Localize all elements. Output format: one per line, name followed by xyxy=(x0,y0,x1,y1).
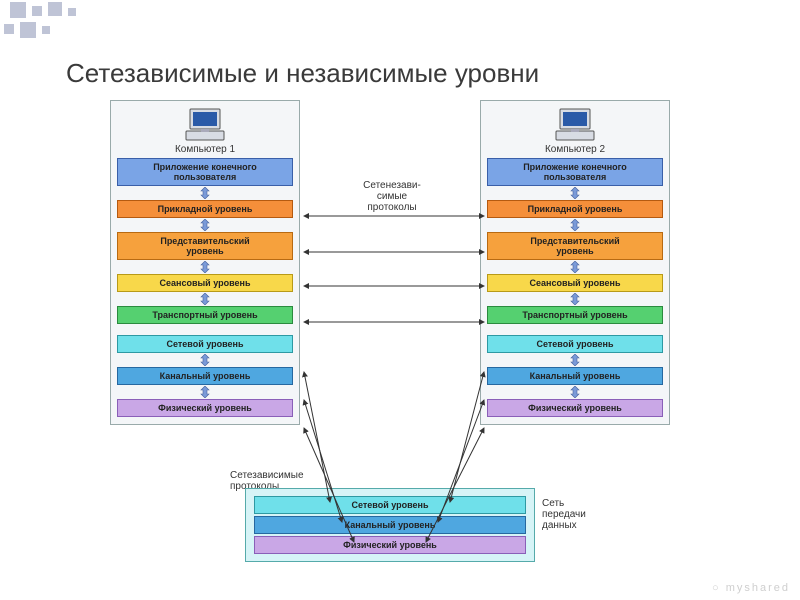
osi-layer: Прикладной уровень xyxy=(487,200,663,218)
vertical-connector-icon xyxy=(198,354,212,366)
vertical-connector-icon xyxy=(568,219,582,231)
osi-layer: Приложение конечногопользователя xyxy=(117,158,293,186)
osi-layer: Физический уровень xyxy=(487,399,663,417)
watermark: ○ myshared xyxy=(712,582,790,594)
network-box: Сетевой уровень Канальный уровень Физическ… xyxy=(245,488,535,562)
osi-diagram: Компьютер 1 Приложение конечногопользова… xyxy=(80,100,720,580)
network-layer: Канальный уровень xyxy=(254,516,526,534)
computer-icon xyxy=(184,107,226,143)
network-layer: Физический уровень xyxy=(254,536,526,554)
osi-layer: Представительскийуровень xyxy=(117,232,293,260)
osi-layer: Сетевой уровень xyxy=(487,335,663,353)
vertical-connector-icon xyxy=(568,261,582,273)
computer-1-label: Компьютер 1 xyxy=(117,144,293,155)
computer-2-label: Компьютер 2 xyxy=(487,144,663,155)
osi-layer: Канальный уровень xyxy=(487,367,663,385)
osi-layer: Представительскийуровень xyxy=(487,232,663,260)
vertical-connector-icon xyxy=(568,293,582,305)
vertical-connector-icon xyxy=(198,293,212,305)
osi-layer: Физический уровень xyxy=(117,399,293,417)
osi-layer: Прикладной уровень xyxy=(117,200,293,218)
vertical-connector-icon xyxy=(568,354,582,366)
osi-layer: Транспортный уровень xyxy=(117,306,293,324)
computer-icon xyxy=(554,107,596,143)
vertical-connector-icon xyxy=(198,187,212,199)
stack-computer-1: Компьютер 1 Приложение конечногопользова… xyxy=(110,100,300,425)
page-title: Сетезависимые и независимые уровни xyxy=(66,58,539,89)
osi-layer: Сеансовый уровень xyxy=(117,274,293,292)
net-independent-label: Сетенезави-симыепротоколы xyxy=(342,180,442,213)
osi-layer: Приложение конечногопользователя xyxy=(487,158,663,186)
network-label: Сетьпередачиданных xyxy=(542,498,612,531)
vertical-connector-icon xyxy=(198,219,212,231)
vertical-connector-icon xyxy=(198,261,212,273)
osi-layer: Сетевой уровень xyxy=(117,335,293,353)
osi-layer: Канальный уровень xyxy=(117,367,293,385)
osi-layer: Транспортный уровень xyxy=(487,306,663,324)
vertical-connector-icon xyxy=(568,187,582,199)
vertical-connector-icon xyxy=(198,386,212,398)
network-layer: Сетевой уровень xyxy=(254,496,526,514)
stack-computer-2: Компьютер 2 Приложение конечногопользова… xyxy=(480,100,670,425)
vertical-connector-icon xyxy=(568,386,582,398)
osi-layer: Сеансовый уровень xyxy=(487,274,663,292)
